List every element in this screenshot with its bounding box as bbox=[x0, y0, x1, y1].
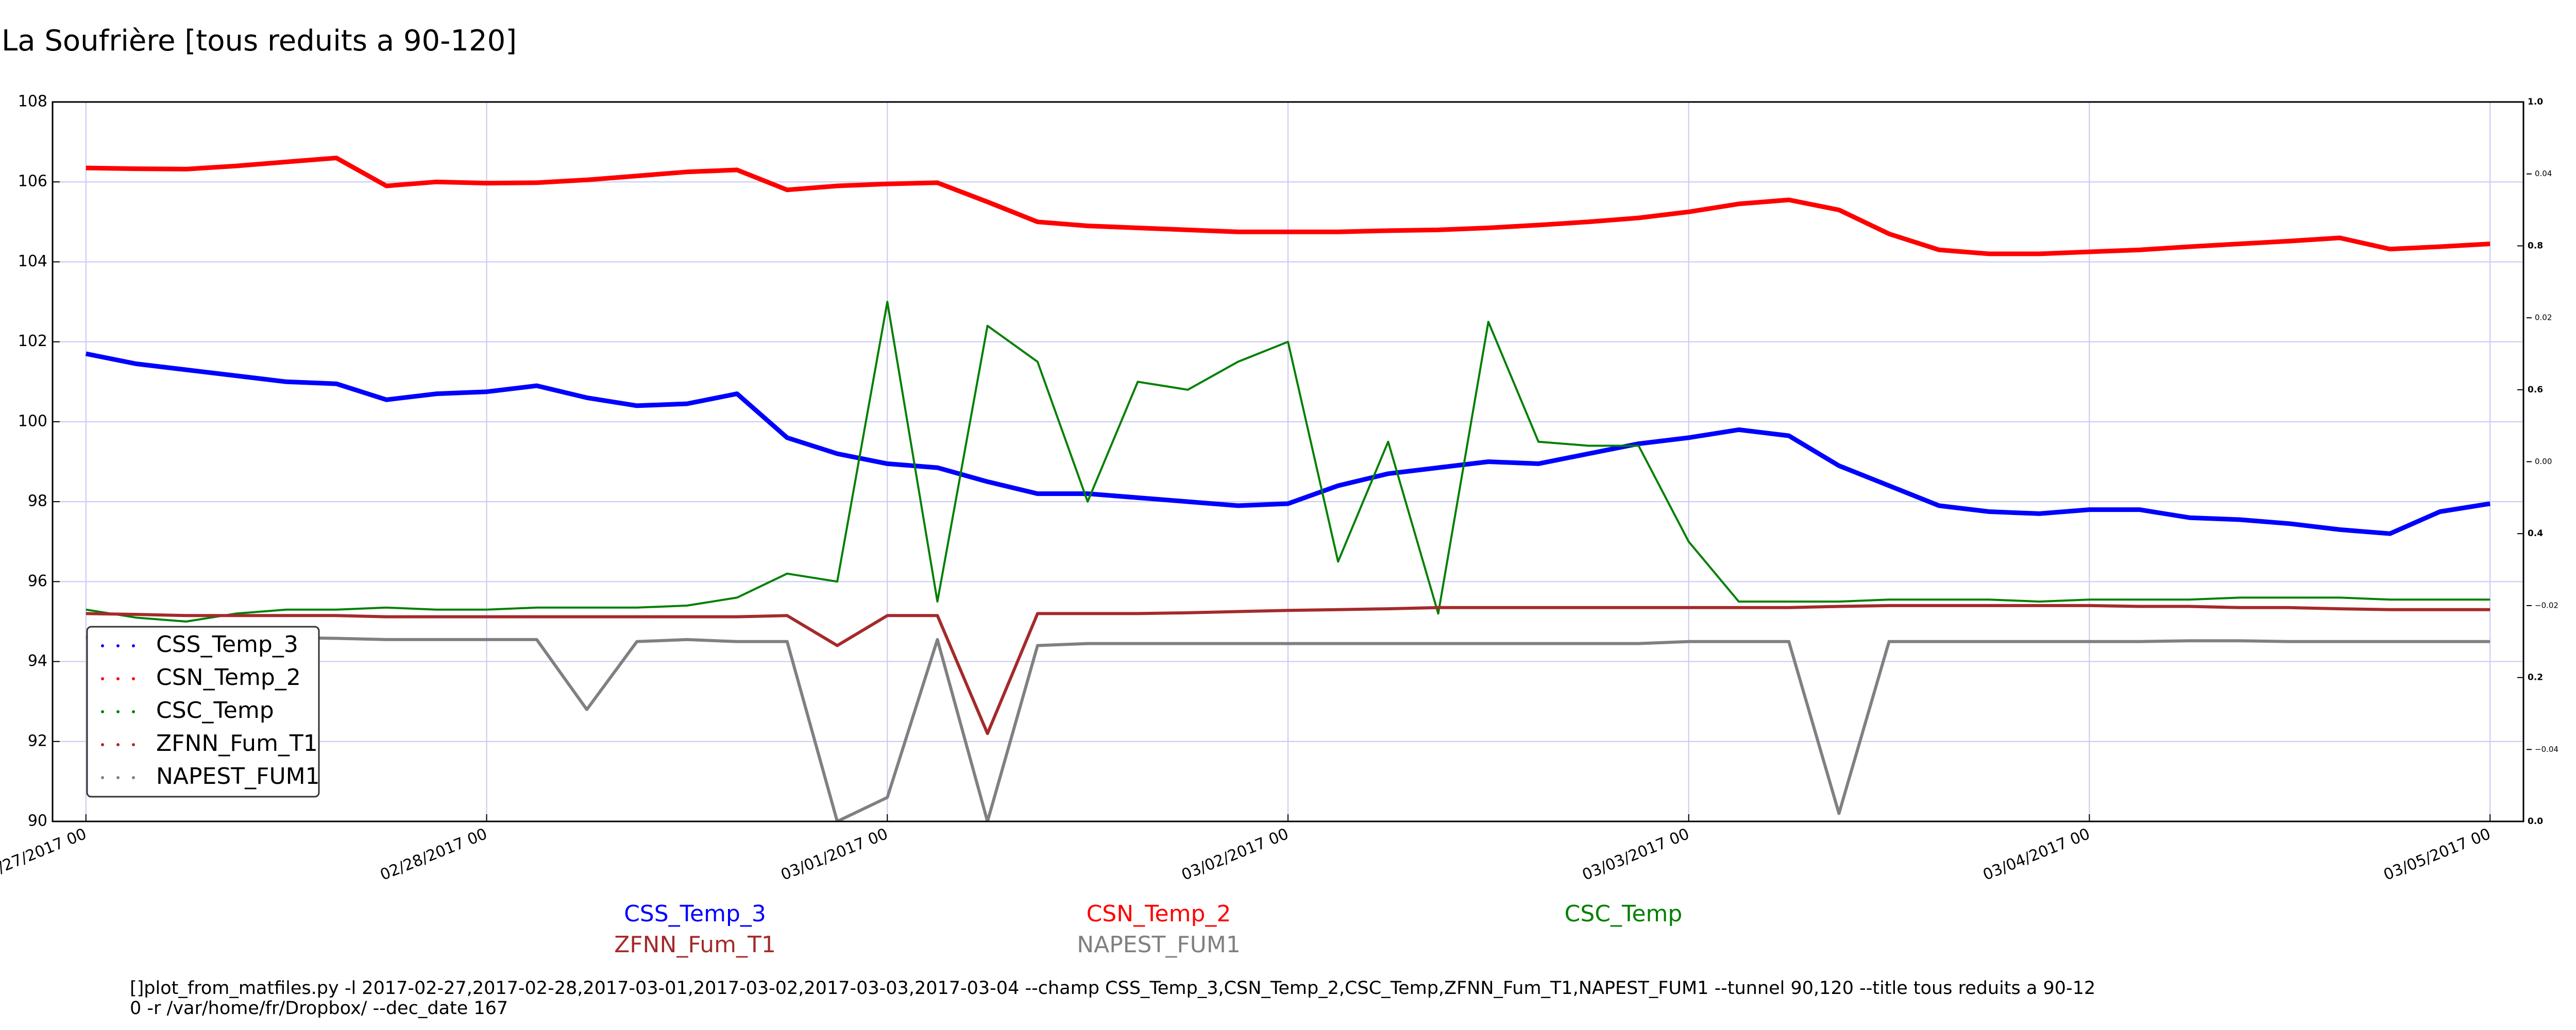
series-caption: NAPEST_FUM1 bbox=[1077, 932, 1241, 958]
legend-marker bbox=[132, 644, 135, 647]
legend-marker bbox=[132, 677, 135, 680]
y2-tick-label: 1.0 bbox=[2528, 97, 2543, 107]
x-tick-label: 03/03/2017 00 bbox=[1580, 825, 1692, 884]
series-line bbox=[86, 156, 2490, 256]
legend-marker bbox=[101, 677, 104, 680]
y2-tick-label: 0.2 bbox=[2528, 673, 2543, 683]
y2-tick-label: 0.4 bbox=[2528, 528, 2543, 539]
series-line bbox=[86, 636, 2490, 821]
legend-marker bbox=[116, 776, 120, 779]
legend-marker bbox=[101, 644, 104, 647]
series-line bbox=[86, 301, 2490, 623]
y2-tick-label: 0.8 bbox=[2528, 241, 2543, 251]
legend-box bbox=[86, 626, 320, 798]
y3-tick-label: 0.00 bbox=[2535, 457, 2552, 466]
y-tick-label: 108 bbox=[18, 93, 47, 111]
legend-marker bbox=[132, 710, 135, 713]
y-tick-label: 104 bbox=[18, 252, 47, 270]
series-line bbox=[86, 604, 2490, 735]
x-tick-label: 02/27/2017 00 bbox=[0, 825, 89, 884]
series-line bbox=[85, 351, 2490, 536]
legend-marker bbox=[132, 776, 135, 779]
legend-marker bbox=[132, 743, 135, 746]
y2-tick-label: 0.6 bbox=[2528, 385, 2543, 395]
chart-title: La Soufrière [tous reduits a 90-120] bbox=[2, 24, 517, 58]
legend-marker bbox=[116, 743, 120, 746]
series-caption: CSS_Temp_3 bbox=[624, 901, 766, 927]
legend-marker bbox=[116, 677, 120, 680]
x-tick-label: 03/05/2017 00 bbox=[2381, 825, 2494, 884]
y-tick-label: 102 bbox=[18, 332, 47, 350]
plot-area bbox=[85, 156, 2490, 821]
y-tick-label: 106 bbox=[18, 173, 47, 191]
y-tick-label: 100 bbox=[18, 412, 47, 430]
legend-marker bbox=[101, 710, 104, 713]
legend-label: ZFNN_Fum_T1 bbox=[156, 730, 318, 757]
y-tick-label: 94 bbox=[28, 652, 47, 670]
y3-tick-label: −0.02 bbox=[2535, 600, 2558, 610]
x-tick-label: 03/02/2017 00 bbox=[1179, 825, 1292, 884]
y-tick-label: 92 bbox=[28, 732, 47, 750]
y-tick-label: 98 bbox=[28, 492, 47, 510]
footer-line: 0 -r /var/home/fr/Dropbox/ --dec_date 16… bbox=[130, 998, 508, 1019]
series-caption: CSC_Temp bbox=[1565, 901, 1683, 927]
x-tick-label: 03/04/2017 00 bbox=[1980, 825, 2093, 884]
legend-label: CSC_Temp bbox=[156, 697, 274, 724]
legend-label: CSS_Temp_3 bbox=[156, 631, 298, 658]
legend-marker bbox=[101, 743, 104, 746]
legend-marker bbox=[101, 776, 104, 779]
y3-tick-label: 0.02 bbox=[2535, 313, 2552, 322]
legend-marker bbox=[116, 710, 120, 713]
x-tick-label: 03/01/2017 00 bbox=[778, 825, 891, 884]
legend-label: CSN_Temp_2 bbox=[156, 664, 301, 691]
series-caption: ZFNN_Fum_T1 bbox=[614, 932, 776, 958]
y3-tick-label: 0.04 bbox=[2535, 169, 2552, 178]
footer-line: []plot_from_matfiles.py -l 2017-02-27,20… bbox=[130, 978, 2095, 999]
series-caption: CSN_Temp_2 bbox=[1087, 901, 1231, 927]
x-tick-label: 02/28/2017 00 bbox=[378, 825, 490, 884]
legend-marker bbox=[116, 644, 120, 647]
legend-label: NAPEST_FUM1 bbox=[156, 763, 320, 789]
y3-tick-label: −0.04 bbox=[2535, 745, 2558, 754]
y-tick-label: 96 bbox=[28, 572, 47, 590]
y-tick-label: 90 bbox=[28, 812, 47, 830]
plot-frame bbox=[52, 101, 2524, 822]
y2-tick-label: 0.0 bbox=[2528, 816, 2543, 827]
